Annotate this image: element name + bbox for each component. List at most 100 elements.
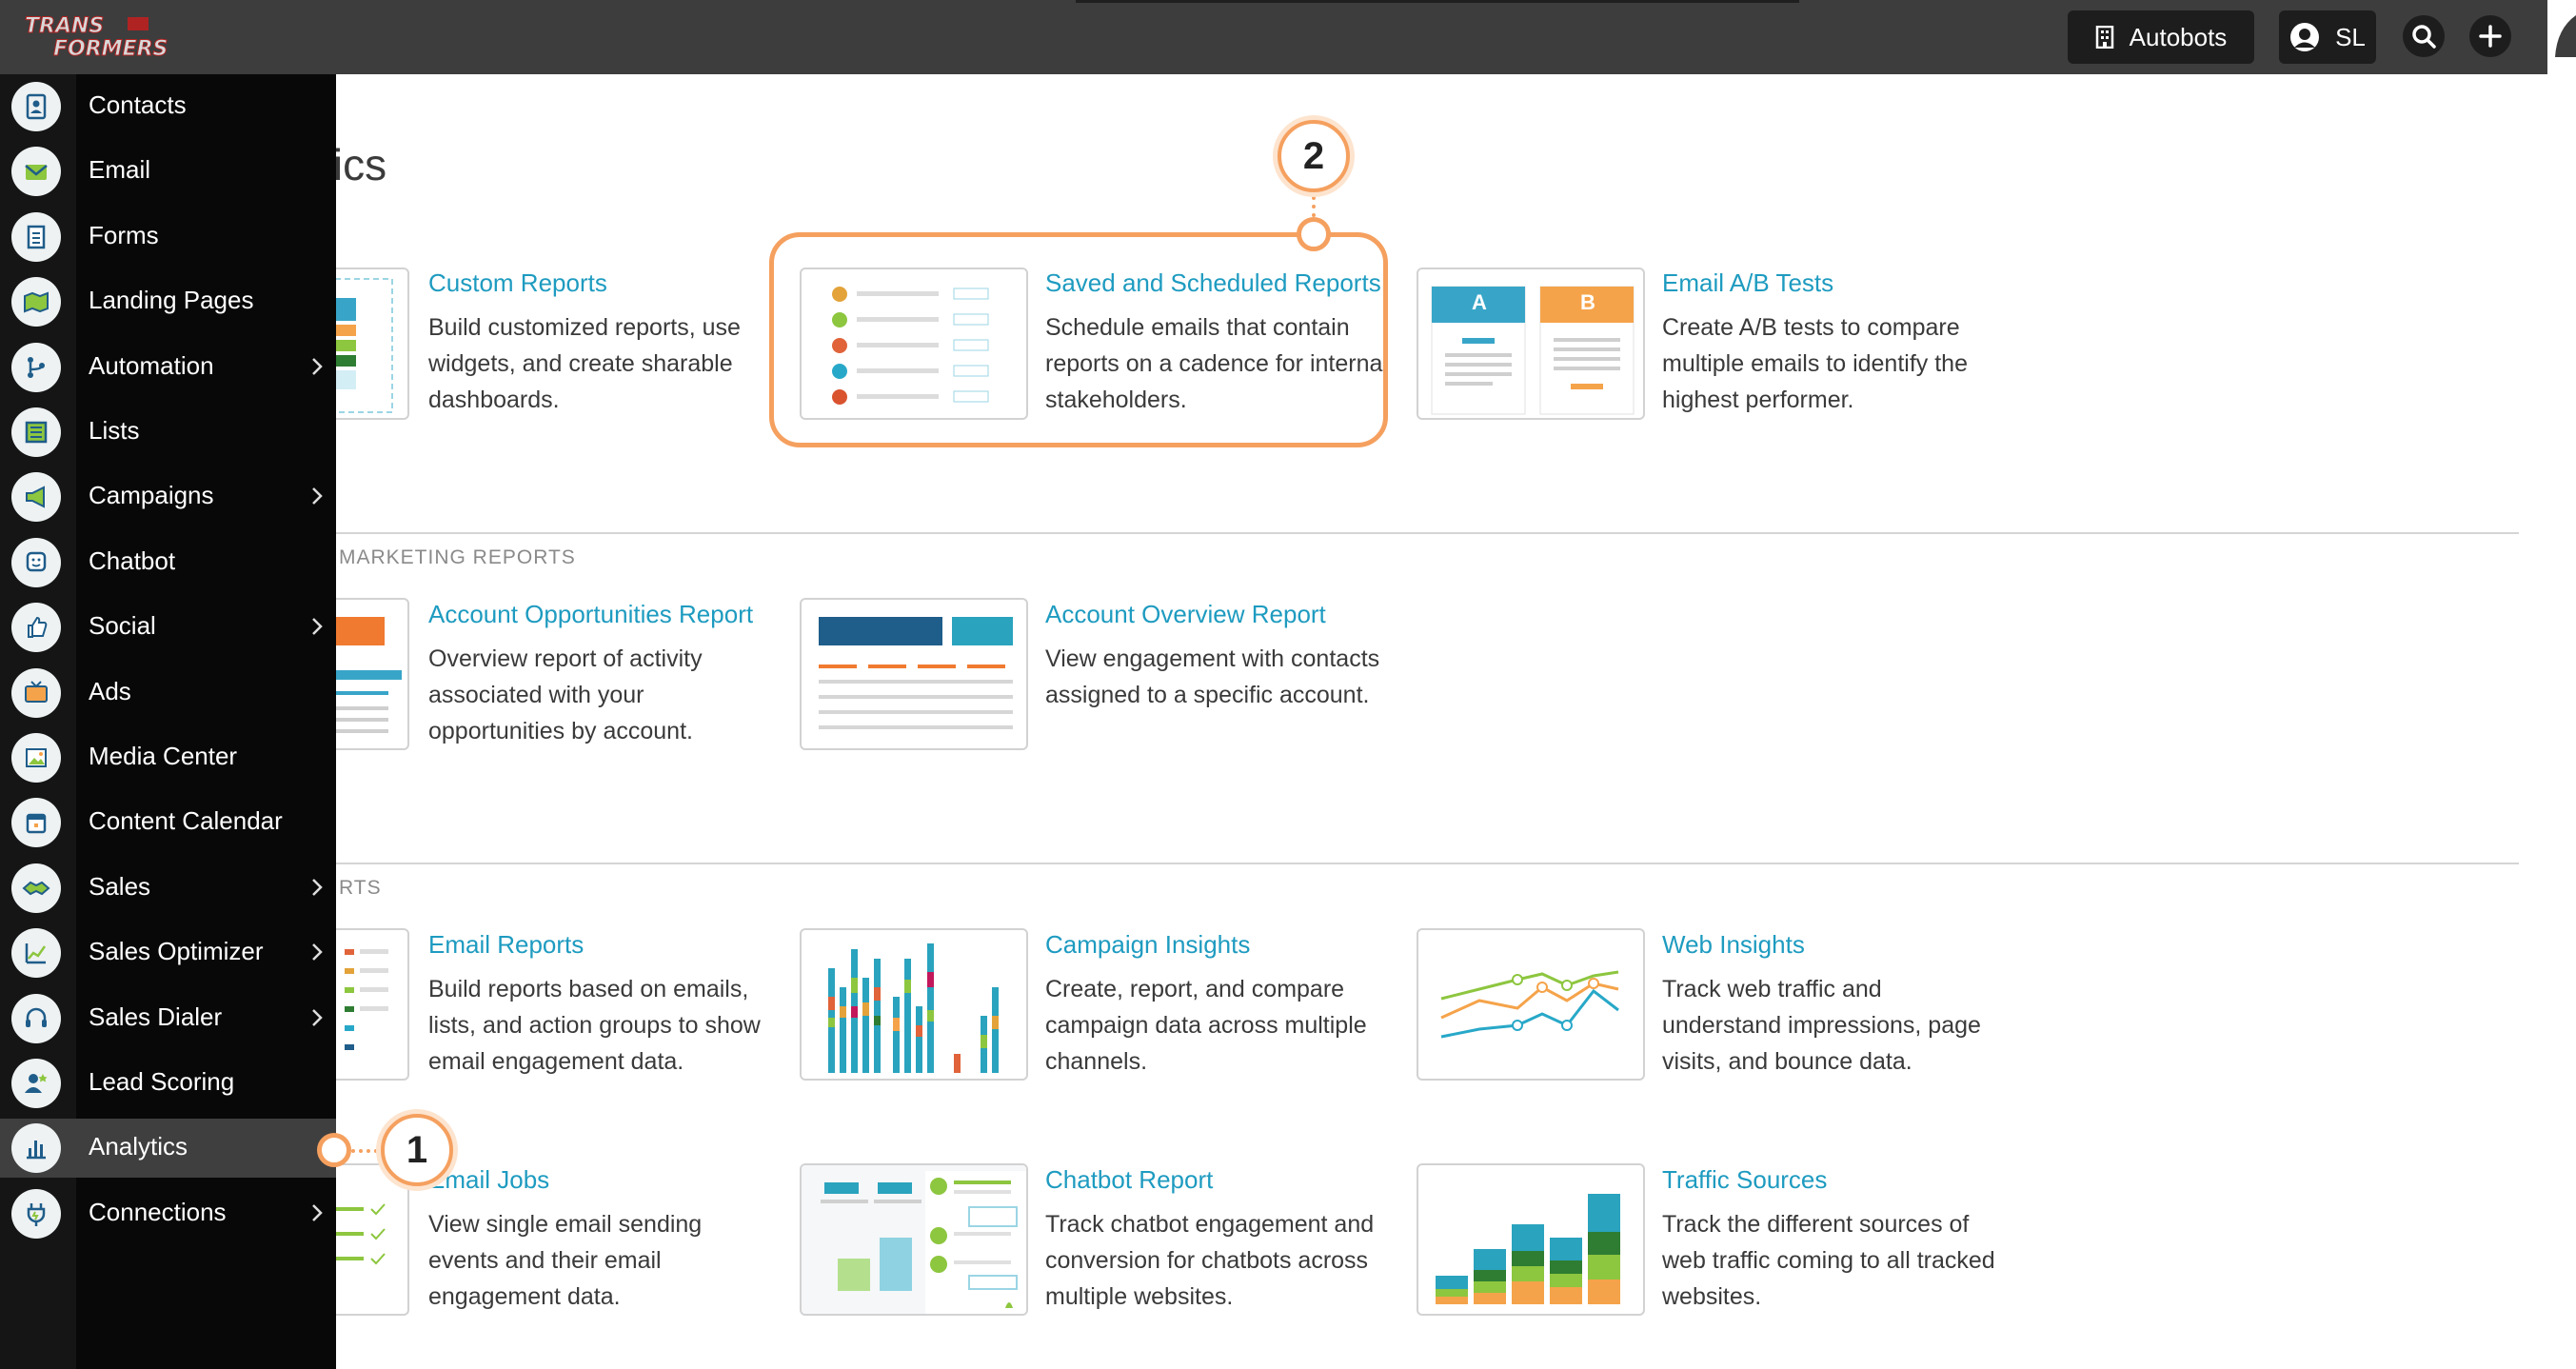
chevron-right-icon bbox=[310, 1007, 324, 1033]
section-label: RTS bbox=[339, 877, 382, 899]
sidebar-item-lists[interactable]: Lists bbox=[0, 403, 336, 462]
sidebar-item-contacts[interactable]: Contacts bbox=[0, 77, 336, 136]
card-title[interactable]: Email Reports bbox=[428, 930, 585, 959]
sidebar-item-social[interactable]: Social bbox=[0, 598, 336, 657]
sidebar-item-label: Sales Optimizer bbox=[89, 937, 264, 966]
megaphone-icon bbox=[11, 472, 61, 523]
org-name: Autobots bbox=[2129, 22, 2228, 51]
trend-chart-icon bbox=[11, 928, 61, 979]
sidebar-item-label: Email bbox=[89, 155, 151, 185]
user-menu-button[interactable]: SL bbox=[2279, 10, 2376, 64]
card-title[interactable]: Account Overview Report bbox=[1045, 600, 1326, 628]
card-title[interactable]: Email A/B Tests bbox=[1662, 268, 1834, 297]
sidebar-item-connections[interactable]: Connections bbox=[0, 1184, 336, 1243]
search-button[interactable] bbox=[2403, 15, 2445, 57]
analytics-page: Analytics Custom Reports Build customize… bbox=[0, 74, 2576, 1369]
sidebar-item-automation[interactable]: Automation bbox=[0, 338, 336, 397]
card-description: Create A/B tests to compare multiple ema… bbox=[1662, 314, 1968, 413]
section-divider bbox=[143, 532, 2519, 534]
card-description: Schedule emails that contain reports on … bbox=[1045, 314, 1388, 413]
sidebar-item-label: Contacts bbox=[89, 90, 187, 119]
chevron-right-icon bbox=[310, 877, 324, 903]
top-bar: TRANS FORMERS Autobots SL bbox=[0, 0, 2576, 74]
top-bar-edge bbox=[2547, 0, 2576, 74]
sidebar-item-label: Ads bbox=[89, 676, 131, 705]
org-switcher-button[interactable]: Autobots bbox=[2068, 10, 2254, 64]
sidebar-item-lead-scoring[interactable]: Lead Scoring bbox=[0, 1054, 336, 1113]
sidebar-item-label: Connections bbox=[89, 1197, 227, 1226]
sidebar-item-label: Forms bbox=[89, 220, 159, 249]
card-description: Build customized reports, use widgets, a… bbox=[428, 314, 741, 413]
traffic-sources-thumbnail bbox=[1417, 1163, 1645, 1316]
sidebar-item-email[interactable]: Email bbox=[0, 142, 336, 201]
section-divider bbox=[143, 863, 2519, 864]
campaign-insights-thumbnail bbox=[800, 928, 1028, 1081]
ab-tests-thumbnail: A B bbox=[1417, 268, 1645, 420]
card-title[interactable]: Custom Reports bbox=[428, 268, 607, 297]
sidebar-item-sales-optimizer[interactable]: Sales Optimizer bbox=[0, 923, 336, 982]
ads-icon bbox=[11, 667, 61, 718]
sidebar-item-label: Landing Pages bbox=[89, 286, 254, 315]
card-description: View engagement with contacts assigned t… bbox=[1045, 645, 1380, 708]
sidebar-item-label: Campaigns bbox=[89, 481, 214, 510]
svg-text:FORMERS: FORMERS bbox=[53, 37, 168, 61]
sidebar-item-label: Social bbox=[89, 611, 156, 641]
card-description: Build reports based on emails, lists, an… bbox=[428, 976, 761, 1075]
callout-anchor-dot bbox=[1297, 217, 1331, 251]
chevron-right-icon bbox=[310, 616, 324, 642]
callout-connector bbox=[351, 1149, 378, 1153]
sidebar-item-label: Sales bbox=[89, 871, 151, 901]
web-insights-thumbnail bbox=[1417, 928, 1645, 1081]
card-description: Track web traffic and understand impress… bbox=[1662, 976, 1981, 1075]
sidebar-item-label: Content Calendar bbox=[89, 806, 283, 836]
headset-icon bbox=[11, 993, 61, 1043]
plus-icon bbox=[2479, 25, 2502, 48]
sidebar-item-sales-dialer[interactable]: Sales Dialer bbox=[0, 989, 336, 1048]
chevron-right-icon bbox=[310, 356, 324, 382]
card-title[interactable]: Web Insights bbox=[1662, 930, 1805, 959]
sidebar-item-content-calendar[interactable]: Content Calendar bbox=[0, 793, 336, 852]
automation-icon bbox=[11, 342, 61, 392]
sidebar-item-label: Sales Dialer bbox=[89, 1002, 223, 1031]
sidebar-item-chatbot[interactable]: Chatbot bbox=[0, 533, 336, 592]
card-title[interactable]: Saved and Scheduled Reports bbox=[1045, 268, 1381, 297]
add-button[interactable] bbox=[2469, 15, 2511, 57]
search-icon bbox=[2412, 25, 2436, 49]
email-icon bbox=[11, 147, 61, 197]
card-title[interactable]: Traffic Sources bbox=[1662, 1165, 1828, 1194]
card-title[interactable]: Campaign Insights bbox=[1045, 930, 1251, 959]
sidebar-item-forms[interactable]: Forms bbox=[0, 208, 336, 267]
chatbot-icon bbox=[11, 537, 61, 587]
card-description: Track the different sources of web traff… bbox=[1662, 1211, 1995, 1310]
ab-label-b: B bbox=[1580, 290, 1595, 314]
media-icon bbox=[11, 733, 61, 783]
sidebar-item-label: Automation bbox=[89, 350, 214, 380]
sidebar-item-label: Analytics bbox=[89, 1132, 188, 1161]
card-title[interactable]: Chatbot Report bbox=[1045, 1165, 1214, 1194]
sidebar-item-analytics[interactable]: Analytics bbox=[0, 1119, 336, 1179]
sidebar-item-landing-pages[interactable]: Landing Pages bbox=[0, 272, 336, 331]
saved-reports-thumbnail bbox=[800, 268, 1028, 420]
building-icon bbox=[2095, 26, 2113, 49]
top-bar-notch bbox=[1076, 0, 1799, 3]
sidebar-item-campaigns[interactable]: Campaigns bbox=[0, 467, 336, 526]
sidebar-item-media-center[interactable]: Media Center bbox=[0, 728, 336, 787]
forms-icon bbox=[11, 211, 61, 262]
card-description: Overview report of activity associated w… bbox=[428, 645, 703, 744]
ab-label-a: A bbox=[1472, 290, 1487, 314]
thumbs-up-icon bbox=[11, 603, 61, 653]
plug-icon bbox=[11, 1188, 61, 1239]
section-label: MARKETING REPORTS bbox=[339, 546, 576, 568]
sidebar-item-ads[interactable]: Ads bbox=[0, 664, 336, 723]
landing-pages-icon bbox=[11, 277, 61, 327]
notification-icon bbox=[2555, 15, 2576, 57]
brand-logo[interactable]: TRANS FORMERS bbox=[15, 8, 196, 62]
card-title[interactable]: Account Opportunities Report bbox=[428, 600, 754, 628]
account-overview-thumbnail bbox=[800, 598, 1028, 750]
card-description: Track chatbot engagement and conversion … bbox=[1045, 1211, 1375, 1310]
card-title[interactable]: Email Jobs bbox=[428, 1165, 550, 1194]
callout-number-1: 1 bbox=[381, 1114, 453, 1186]
lead-scoring-icon bbox=[11, 1059, 61, 1108]
sidebar-item-sales[interactable]: Sales bbox=[0, 859, 336, 918]
sidebar-item-label: Lists bbox=[89, 416, 140, 445]
